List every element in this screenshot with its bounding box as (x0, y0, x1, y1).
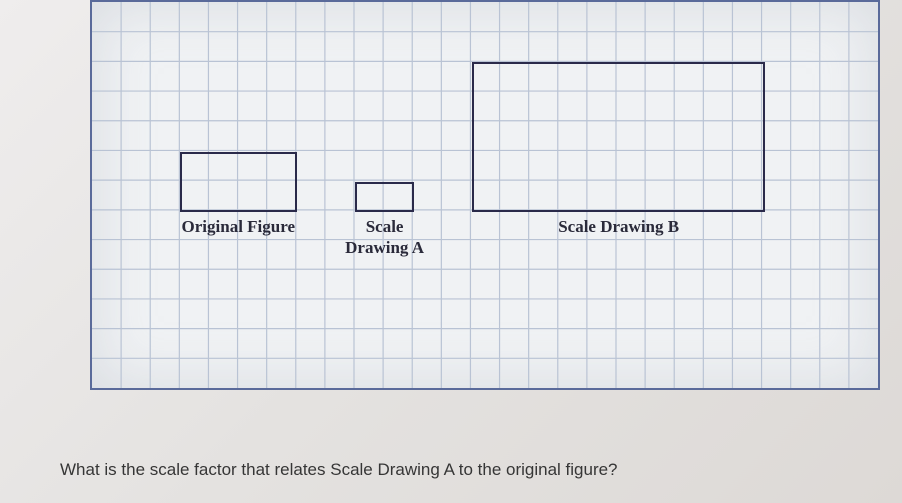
scale-drawing-b-rect (472, 62, 765, 212)
grid-area: Original Figure Scale Drawing A Scale Dr… (90, 0, 880, 390)
scale-drawing-a-label: Scale Drawing A (295, 216, 475, 259)
scale-drawing-b-label: Scale Drawing B (472, 216, 765, 237)
worksheet-page: Original Figure Scale Drawing A Scale Dr… (0, 0, 902, 503)
original-figure-rect (180, 152, 297, 212)
scale-drawing-a-rect (355, 182, 414, 212)
question-text: What is the scale factor that relates Sc… (60, 460, 618, 480)
